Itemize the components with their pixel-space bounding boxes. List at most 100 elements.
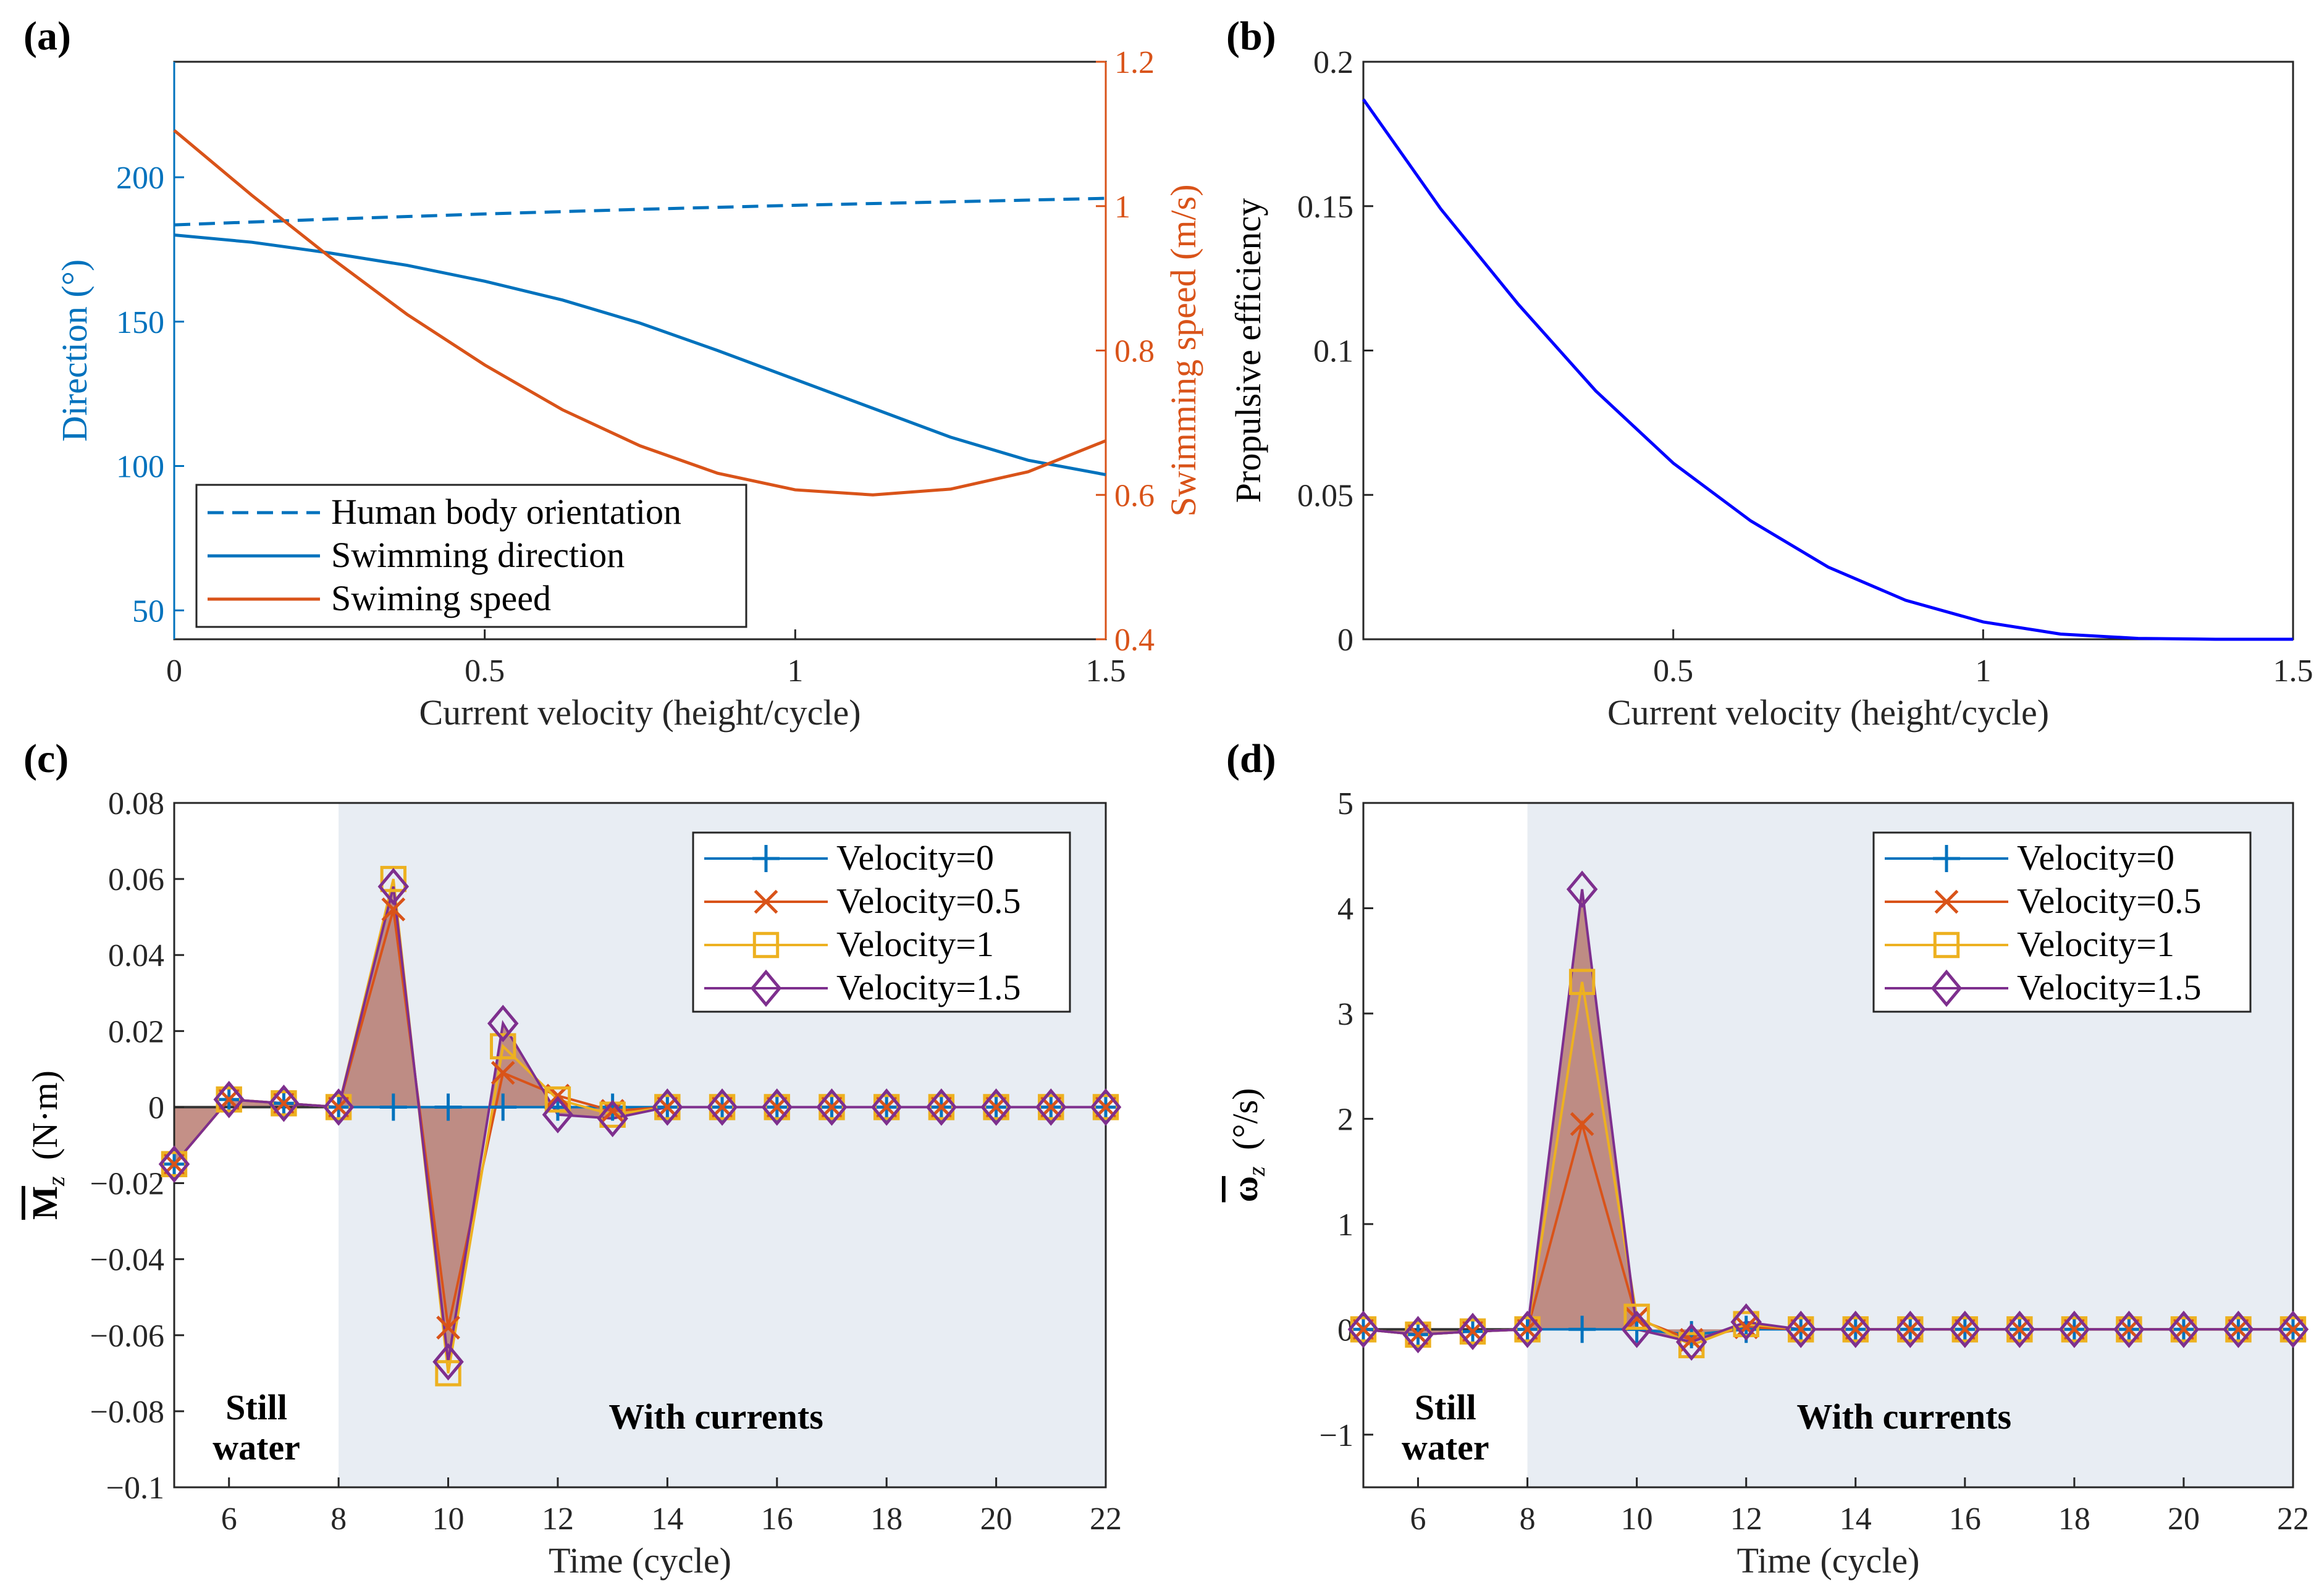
series-1-marker xyxy=(434,1093,462,1121)
x-tick-label: 10 xyxy=(1621,1502,1653,1537)
x-tick-label: 18 xyxy=(870,1502,903,1537)
x-tick-label: 14 xyxy=(651,1502,683,1537)
series-1-marker xyxy=(599,1093,626,1121)
annotation-water: water xyxy=(213,1427,300,1468)
series-3-marker xyxy=(873,1094,900,1120)
y-tick-label: 2 xyxy=(1337,1102,1353,1137)
x-tick-label: 8 xyxy=(330,1502,347,1537)
x-tick-label: 0.5 xyxy=(465,653,505,689)
series-3-marker xyxy=(1405,1321,1431,1348)
series-1-marker xyxy=(379,1093,407,1121)
legend-marker xyxy=(754,889,778,914)
y-tick-label: −0.1 xyxy=(106,1471,164,1506)
panel-b-label: (b) xyxy=(1226,14,1276,59)
series-4-marker xyxy=(706,1088,738,1126)
series-4-marker xyxy=(1035,1088,1067,1126)
series-4-marker xyxy=(213,1080,245,1119)
y-axis-label-subscript: z xyxy=(42,1176,70,1186)
x-tick-label: 16 xyxy=(761,1502,793,1537)
series-4-marker xyxy=(1566,870,1598,909)
y-tick-label: 0.1 xyxy=(1313,334,1353,369)
series-4-marker xyxy=(1675,1323,1707,1361)
y-tick-label: −0.08 xyxy=(90,1395,164,1430)
x-tick-label: 1 xyxy=(787,653,803,689)
series-4-marker xyxy=(1785,1311,1817,1348)
series-3-marker xyxy=(1842,1316,1869,1343)
y-tick-label: 3 xyxy=(1337,997,1353,1032)
y-axis-label: Mz (N·m) xyxy=(25,1070,70,1220)
y-tick-label: 0.15 xyxy=(1297,190,1353,225)
y-axis-label-subscript: z xyxy=(1242,1166,1270,1177)
series-4-marker xyxy=(1457,1312,1489,1351)
x-tick-label: 12 xyxy=(1730,1502,1762,1537)
y-left-tick-label: 100 xyxy=(116,450,164,485)
x-tick-label: 1.5 xyxy=(2273,653,2313,689)
series-4-marker xyxy=(322,1088,355,1126)
legend-marker xyxy=(752,845,780,872)
annotation-still: Still xyxy=(1415,1387,1476,1427)
legend-entry: Human body orientation xyxy=(331,492,681,532)
series-4-marker xyxy=(542,1096,574,1134)
plot-frame xyxy=(1362,802,2294,1489)
legend-entry: Velocity=0.5 xyxy=(836,881,1021,921)
legend-entry: Swimming direction xyxy=(331,535,625,575)
x-tick-label: 0 xyxy=(166,653,182,689)
x-tick-label: 6 xyxy=(1410,1502,1426,1537)
y-axis-label: Propulsive efficiency xyxy=(1228,198,1268,503)
series-2-marker xyxy=(381,897,406,922)
legend-entry: Velocity=1 xyxy=(2017,924,2174,964)
x-tick-label: 22 xyxy=(1090,1502,1122,1537)
y-right-tick-label: 1.2 xyxy=(1114,45,1155,80)
series-3-marker xyxy=(1568,968,1596,995)
y-left-tick-label: 50 xyxy=(132,594,164,629)
series-4-marker xyxy=(1402,1316,1434,1354)
legend-marker xyxy=(1930,969,1963,1007)
x-tick-label: 6 xyxy=(221,1502,237,1537)
x-tick-label: 0.5 xyxy=(1653,653,1693,689)
series-3-marker xyxy=(1514,1316,1541,1343)
annotation-with-currents: With currents xyxy=(1797,1396,2011,1437)
x-tick-label: 20 xyxy=(980,1502,1012,1537)
series-3-marker xyxy=(1350,1316,1377,1343)
legend-entry: Velocity=1 xyxy=(836,924,994,964)
legend-marker xyxy=(752,931,780,959)
annotation-still: Still xyxy=(225,1387,287,1427)
y-tick-label: 0 xyxy=(148,1090,164,1125)
series-3-marker xyxy=(435,1360,461,1387)
series-1-marker xyxy=(1568,1316,1596,1343)
y-tick-label: −0.02 xyxy=(90,1167,164,1202)
series-3-marker xyxy=(764,1094,790,1120)
legend-entry: Velocity=1.5 xyxy=(836,967,1021,1007)
series-3-marker xyxy=(271,1090,297,1117)
legend-entry: Swiming speed xyxy=(331,578,551,618)
y-axis-label-unit: (°/s) xyxy=(1225,1088,1265,1159)
series-4-marker xyxy=(1621,1311,1652,1348)
series-4-marker xyxy=(816,1088,848,1126)
series-3-marker xyxy=(1038,1094,1064,1120)
series-4-marker xyxy=(1730,1303,1762,1341)
series-line-1 xyxy=(1362,98,2293,641)
series-4-marker xyxy=(377,868,410,905)
legend-marker xyxy=(1933,845,1960,872)
series-4-marker xyxy=(1895,1311,1926,1348)
x-tick-label: 18 xyxy=(2058,1502,2090,1537)
y-tick-label: 0.08 xyxy=(108,786,164,821)
x-axis-label: Current velocity (height/cycle) xyxy=(419,692,861,733)
legend-entry: Velocity=1.5 xyxy=(2017,967,2202,1007)
y-axis-label-symbol: ω xyxy=(1225,1176,1265,1202)
panel-c-label: (c) xyxy=(23,736,69,781)
x-axis-label: Current velocity (height/cycle) xyxy=(1607,692,2049,733)
series-3-marker xyxy=(928,1094,955,1120)
series-4-marker xyxy=(158,1145,190,1183)
series-4-marker xyxy=(2058,1311,2090,1348)
legend-entry: Velocity=0 xyxy=(836,838,994,878)
x-tick-label: 1.5 xyxy=(1086,653,1126,689)
x-tick-label: 16 xyxy=(1949,1502,1981,1537)
series-3-marker xyxy=(709,1094,736,1120)
x-tick-label: 14 xyxy=(1840,1502,1872,1537)
series-2-marker xyxy=(1570,1112,1594,1136)
series-3-marker xyxy=(161,1151,188,1177)
series-3-marker xyxy=(1092,1094,1119,1120)
